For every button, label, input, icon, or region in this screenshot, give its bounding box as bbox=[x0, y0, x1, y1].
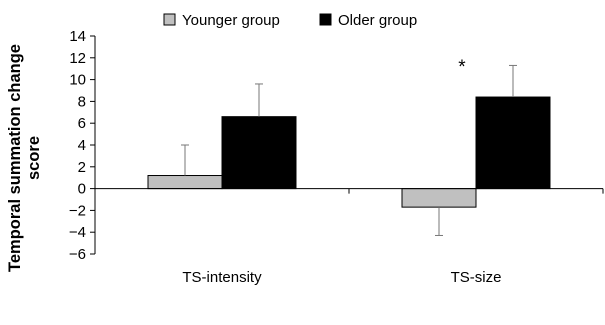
y-axis-title-line-1: Temporal summation change bbox=[6, 44, 24, 272]
bar bbox=[401, 188, 477, 208]
y-tick-label: 12 bbox=[69, 50, 86, 67]
significance-marker: * bbox=[458, 57, 466, 78]
y-axis-title: Temporal summation change score bbox=[6, 44, 43, 272]
annotations: * bbox=[458, 57, 466, 78]
legend-swatch bbox=[319, 13, 332, 26]
y-tick-label: 6 bbox=[78, 115, 86, 132]
legend-swatch bbox=[163, 13, 176, 26]
y-axis: 14 12 10 8 6 4 2 0 −2 −4 −6 bbox=[69, 28, 96, 263]
y-tick-label: 4 bbox=[78, 137, 86, 154]
y-tick-label: 0 bbox=[78, 181, 86, 198]
y-tick-label: −6 bbox=[69, 246, 86, 263]
bar bbox=[475, 96, 551, 190]
y-tick-label: 2 bbox=[78, 159, 86, 176]
x-category-label: TS-size bbox=[451, 269, 502, 286]
y-tick-label: −4 bbox=[69, 224, 86, 241]
x-axis: TS-intensity TS-size bbox=[95, 188, 604, 286]
legend-label: Older group bbox=[338, 12, 417, 29]
legend-label: Younger group bbox=[182, 12, 280, 29]
y-tick-label: 14 bbox=[69, 28, 86, 45]
x-category-label: TS-intensity bbox=[182, 269, 262, 286]
bar bbox=[221, 116, 297, 190]
bar bbox=[147, 175, 223, 190]
legend: Younger group Older group bbox=[163, 12, 417, 29]
y-axis-title-line-2: score bbox=[25, 136, 43, 180]
bars bbox=[147, 64, 551, 236]
y-tick-label: 8 bbox=[78, 93, 86, 110]
y-tick-label: −2 bbox=[69, 202, 86, 219]
y-tick-label: 10 bbox=[69, 72, 86, 89]
